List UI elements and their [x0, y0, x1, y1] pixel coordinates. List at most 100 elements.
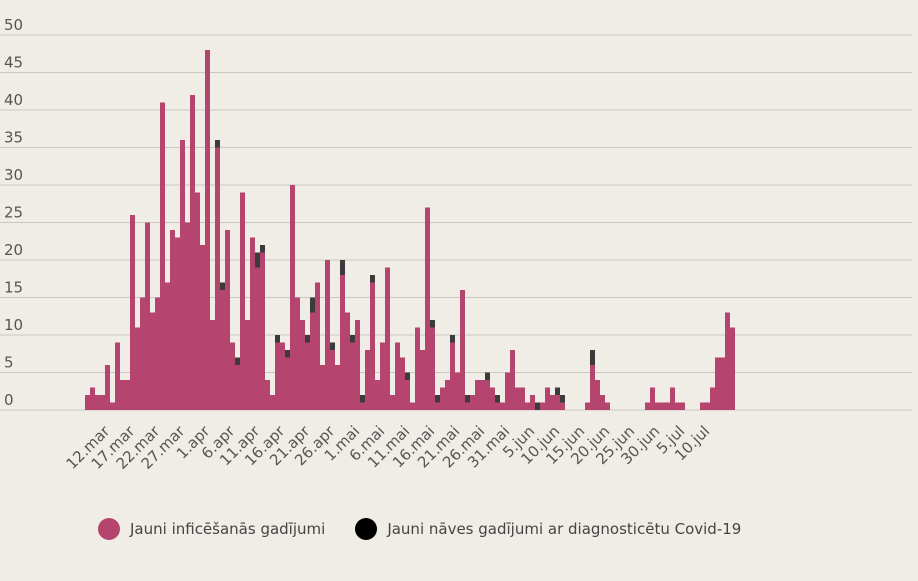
bar-infections: [405, 380, 410, 410]
legend: Jauni inficēšanās gadījumi Jauni nāves g…: [98, 518, 741, 540]
bar-infections: [455, 372, 460, 410]
bar-infections: [90, 387, 95, 410]
bar-infections: [515, 387, 520, 410]
bar-infections: [440, 387, 445, 410]
bar-deaths: [330, 342, 335, 350]
bar-infections: [505, 372, 510, 410]
y-tick-label: 35: [4, 129, 23, 147]
bar-infections: [130, 215, 135, 410]
bar-infections: [720, 357, 725, 410]
bar-infections: [550, 395, 555, 410]
bar-deaths: [215, 140, 220, 148]
bar-infections: [190, 95, 195, 410]
bar-infections: [605, 402, 610, 410]
bar-infections: [310, 312, 315, 410]
bar-infections: [410, 402, 415, 410]
legend-label-deaths: Jauni nāves gadījumi ar diagnosticētu Co…: [387, 520, 742, 538]
bar-deaths: [465, 395, 470, 403]
bar-deaths: [350, 335, 355, 343]
y-tick-label: 15: [4, 279, 23, 297]
bar-deaths: [450, 335, 455, 343]
bar-infections: [670, 387, 675, 410]
bar-infections: [185, 222, 190, 410]
bar-infections: [510, 350, 515, 410]
bar-deaths: [235, 357, 240, 365]
bar-infections: [445, 380, 450, 410]
bar-infections: [475, 380, 480, 410]
bar-infections: [370, 282, 375, 410]
bar-infections: [140, 297, 145, 410]
y-axis-ticks: 0 5 10 15 20 25 30 35 40 45 50: [4, 16, 23, 409]
bar-deaths: [260, 245, 265, 253]
bar-infections: [705, 402, 710, 410]
bar-infections: [490, 387, 495, 410]
y-tick-label: 0: [4, 391, 14, 409]
bar-infections: [675, 402, 680, 410]
bar-infections: [390, 395, 395, 410]
bar-infections: [95, 395, 100, 410]
bar-deaths: [220, 282, 225, 290]
bar-infections: [155, 297, 160, 410]
bar-infections: [285, 357, 290, 410]
bar-infections: [660, 402, 665, 410]
bar-infections: [430, 327, 435, 410]
bar-infections: [360, 402, 365, 410]
bar-infections: [715, 357, 720, 410]
bars: [85, 50, 735, 410]
bar-infections: [160, 102, 165, 410]
bar-infections: [225, 230, 230, 410]
bar-infections: [120, 380, 125, 410]
bar-infections: [85, 395, 90, 410]
bar-infections: [380, 342, 385, 410]
bar-deaths: [535, 402, 540, 410]
y-tick-label: 25: [4, 204, 23, 222]
y-tick-label: 30: [4, 166, 23, 184]
bar-infections: [450, 342, 455, 410]
bar-infections: [250, 237, 255, 410]
bar-infections: [325, 260, 330, 410]
bar-infections: [235, 365, 240, 410]
bar-infections: [525, 402, 530, 410]
bar-infections: [530, 395, 535, 410]
bar-infections: [730, 327, 735, 410]
bar-infections: [165, 282, 170, 410]
bar-infections: [240, 192, 245, 410]
bar-deaths: [435, 395, 440, 403]
x-axis-ticks: 12.mar17.mar22.mar27.mar1.apr6.apr11.apr…: [63, 422, 714, 473]
bar-infections: [135, 327, 140, 410]
bar-infections: [560, 402, 565, 410]
bar-infections: [365, 350, 370, 410]
bar-infections: [375, 380, 380, 410]
bar-infections: [245, 320, 250, 410]
bar-infections: [465, 402, 470, 410]
legend-item-infections[interactable]: Jauni inficēšanās gadījumi: [98, 518, 325, 540]
bar-infections: [200, 245, 205, 410]
bar-infections: [210, 320, 215, 410]
bar-infections: [320, 365, 325, 410]
bar-deaths: [370, 275, 375, 283]
bar-infections: [300, 320, 305, 410]
legend-label-infections: Jauni inficēšanās gadījumi: [130, 520, 326, 538]
legend-marker-infections: [98, 518, 120, 540]
bar-infections: [650, 387, 655, 410]
bar-infections: [645, 402, 650, 410]
bar-deaths: [405, 372, 410, 380]
legend-item-deaths[interactable]: Jauni nāves gadījumi ar diagnosticētu Co…: [355, 518, 741, 540]
bar-infections: [105, 365, 110, 410]
bar-deaths: [275, 335, 280, 343]
bar-infections: [150, 312, 155, 410]
y-tick-label: 20: [4, 241, 23, 259]
bar-infections: [100, 395, 105, 410]
y-tick-label: 5: [4, 354, 14, 372]
bar-infections: [315, 282, 320, 410]
bar-infections: [700, 402, 705, 410]
bar-infections: [350, 342, 355, 410]
bar-infections: [215, 147, 220, 410]
bar-infections: [290, 185, 295, 410]
bar-infections: [330, 350, 335, 410]
bar-infections: [710, 387, 715, 410]
bar-deaths: [430, 320, 435, 328]
bar-deaths: [305, 335, 310, 343]
bar-infections: [345, 312, 350, 410]
bar-deaths: [560, 395, 565, 403]
